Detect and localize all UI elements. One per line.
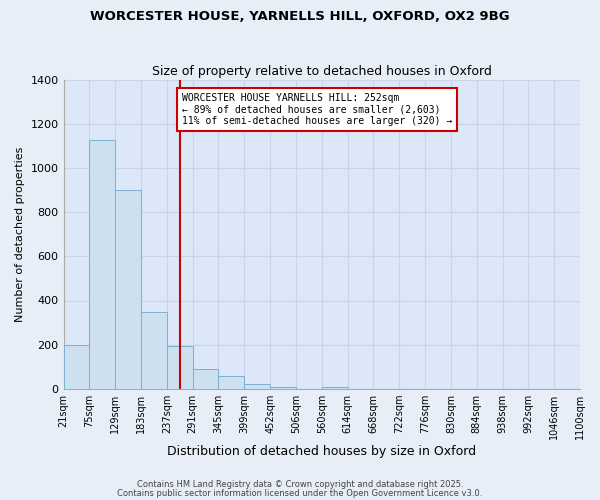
Bar [244, 384, 270, 389]
Y-axis label: Number of detached properties: Number of detached properties [15, 146, 25, 322]
Bar [141, 312, 167, 389]
Text: WORCESTER HOUSE YARNELLS HILL: 252sqm
← 89% of detached houses are smaller (2,60: WORCESTER HOUSE YARNELLS HILL: 252sqm ← … [182, 93, 452, 126]
Bar [218, 376, 244, 389]
Bar [115, 190, 141, 389]
Bar [270, 386, 296, 389]
Text: Contains HM Land Registry data © Crown copyright and database right 2025.: Contains HM Land Registry data © Crown c… [137, 480, 463, 489]
Title: Size of property relative to detached houses in Oxford: Size of property relative to detached ho… [152, 66, 492, 78]
Bar [322, 386, 347, 389]
Bar [167, 346, 193, 389]
Text: WORCESTER HOUSE, YARNELLS HILL, OXFORD, OX2 9BG: WORCESTER HOUSE, YARNELLS HILL, OXFORD, … [90, 10, 510, 23]
Bar [193, 369, 218, 389]
Bar [64, 344, 89, 389]
Bar [89, 140, 115, 389]
Text: Contains public sector information licensed under the Open Government Licence v3: Contains public sector information licen… [118, 488, 482, 498]
X-axis label: Distribution of detached houses by size in Oxford: Distribution of detached houses by size … [167, 444, 476, 458]
